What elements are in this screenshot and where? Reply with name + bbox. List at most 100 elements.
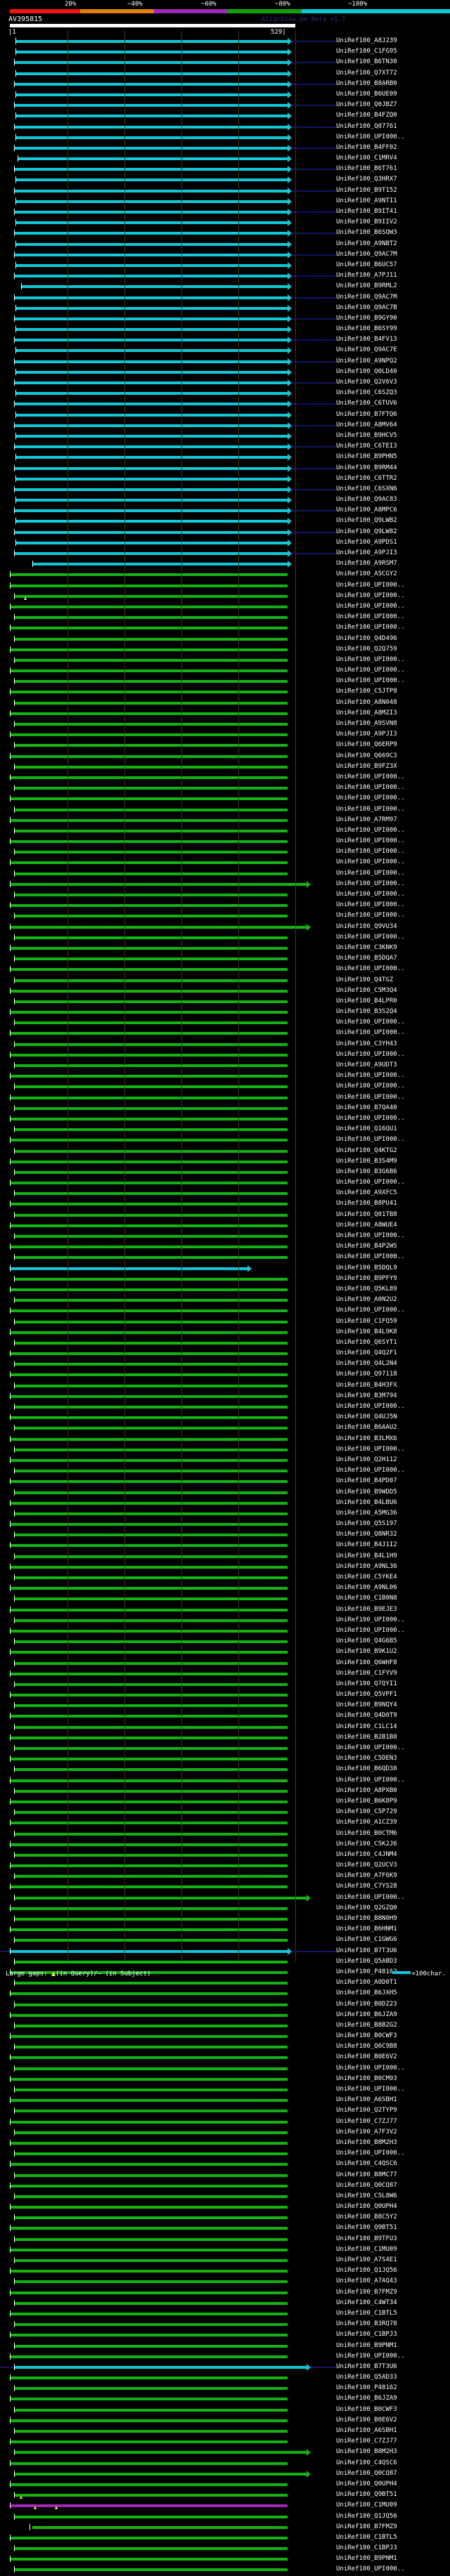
- hit-row[interactable]: UniRef100_B8M2H3: [0, 2447, 450, 2458]
- hsp-bar[interactable]: [14, 381, 288, 384]
- hit-label[interactable]: UniRef100_B4L9K8: [336, 1328, 397, 1335]
- hsp-bar[interactable]: [15, 221, 288, 225]
- hit-row[interactable]: UniRef100_UPI000..: [0, 676, 450, 687]
- hsp-bar[interactable]: [14, 1448, 288, 1451]
- hit-row[interactable]: UniRef100_UPI000..: [0, 847, 450, 858]
- hit-row[interactable]: UniRef100_Q6WHF8: [0, 1659, 450, 1669]
- hit-row[interactable]: UniRef100_Q9BT51: [0, 2223, 450, 2234]
- hit-row[interactable]: UniRef100_Q0LD40: [0, 367, 450, 378]
- hit-row[interactable]: UniRef100_C1MU09: [0, 2501, 450, 2511]
- hsp-bar[interactable]: [10, 2536, 288, 2539]
- hit-row[interactable]: UniRef100_B9HCV5: [0, 431, 450, 442]
- hit-label[interactable]: UniRef100_UPI000..: [336, 805, 405, 813]
- hit-label[interactable]: UniRef100_B3RQ78: [336, 2320, 397, 2328]
- hsp-bar[interactable]: [15, 499, 288, 502]
- hsp-bar[interactable]: [15, 263, 288, 267]
- hit-row[interactable]: UniRef100_UPI000..: [0, 1093, 450, 1104]
- hit-row[interactable]: UniRef100_B3M794: [0, 1392, 450, 1402]
- hit-label[interactable]: UniRef100_UPI000..: [336, 795, 405, 802]
- hit-row[interactable]: UniRef100_B9GY90: [0, 314, 450, 325]
- hit-label[interactable]: UniRef100_C6SZQ3: [336, 389, 397, 397]
- hsp-bar[interactable]: [10, 2440, 288, 2444]
- hit-label[interactable]: UniRef100_C4JNM4: [336, 1850, 397, 1858]
- hit-label[interactable]: UniRef100_B8M2H3: [336, 2138, 397, 2146]
- hit-row[interactable]: UniRef100_C1MU09: [0, 2245, 450, 2256]
- hsp-bar[interactable]: [14, 232, 288, 235]
- hit-label[interactable]: UniRef100_C5K2J6: [336, 1840, 397, 1848]
- hit-label[interactable]: UniRef100_UPI000..: [336, 1744, 405, 1751]
- hit-row[interactable]: UniRef100_B9PHN5: [0, 452, 450, 463]
- hit-label[interactable]: UniRef100_B6JZA9: [336, 2011, 397, 2018]
- hsp-bar[interactable]: [14, 2408, 288, 2412]
- hit-row[interactable]: UniRef100_P48162: [0, 1968, 450, 1978]
- hsp-bar[interactable]: [14, 1000, 288, 1003]
- hit-label[interactable]: UniRef100_Q9AC83: [336, 496, 397, 504]
- hit-label[interactable]: UniRef100_B8MC77: [336, 2171, 397, 2178]
- hit-label[interactable]: UniRef100_B9PHN5: [336, 453, 397, 461]
- hit-row[interactable]: UniRef100_C1BPJ3: [0, 2330, 450, 2341]
- hit-row[interactable]: UniRef100_A7AQ43: [0, 2277, 450, 2287]
- hit-label[interactable]: UniRef100_Q0JBZ7: [336, 101, 397, 109]
- hsp-bar[interactable]: [14, 1470, 288, 1473]
- hit-row[interactable]: UniRef100_Q0JBZ7: [0, 100, 450, 111]
- hit-row[interactable]: UniRef100_A9NPQ2: [0, 357, 450, 367]
- hit-label[interactable]: UniRef100_Q0LD40: [336, 367, 397, 375]
- hit-label[interactable]: UniRef100_C5M3Q4: [336, 986, 397, 994]
- hit-row[interactable]: UniRef100_UPI000..: [0, 133, 450, 143]
- hit-label[interactable]: UniRef100_UPI000..: [336, 965, 405, 973]
- hit-label[interactable]: UniRef100_C5DEN3: [336, 1755, 397, 1763]
- hit-row[interactable]: UniRef100_B6SY99: [0, 325, 450, 335]
- hit-row[interactable]: UniRef100_C4WT34: [0, 2299, 450, 2309]
- hit-row[interactable]: UniRef100_B4FF02: [0, 143, 450, 154]
- hit-label[interactable]: UniRef100_Q4KTG2: [336, 1146, 397, 1154]
- hit-label[interactable]: UniRef100_B4J1I2: [336, 1541, 397, 1549]
- hit-row[interactable]: UniRef100_Q5VPF1: [0, 1690, 450, 1701]
- hit-row[interactable]: UniRef100_B4P2WS: [0, 1242, 450, 1253]
- hsp-bar[interactable]: [10, 1822, 288, 1825]
- hit-label[interactable]: UniRef100_Q2UCV3: [336, 1862, 397, 1869]
- hit-label[interactable]: UniRef100_B0CM93: [336, 2074, 397, 2082]
- hsp-bar[interactable]: [14, 2216, 288, 2220]
- hit-row[interactable]: UniRef100_C3YH43: [0, 1040, 450, 1050]
- hsp-bar[interactable]: [15, 541, 288, 544]
- hit-label[interactable]: UniRef100_UPI000..: [336, 1019, 405, 1026]
- hit-row[interactable]: UniRef100_UPI000..: [0, 869, 450, 880]
- hit-label[interactable]: UniRef100_UPI000..: [336, 1893, 405, 1901]
- hsp-bar[interactable]: [10, 2398, 288, 2401]
- hsp-bar[interactable]: [10, 1864, 288, 1868]
- hit-label[interactable]: UniRef100_C7ZJ77: [336, 2438, 397, 2445]
- hit-row[interactable]: UniRef100_Q0CQ87: [0, 2469, 450, 2480]
- hsp-bar[interactable]: [10, 2184, 288, 2188]
- hsp-bar[interactable]: [14, 936, 288, 939]
- hsp-bar[interactable]: [10, 2291, 288, 2294]
- hit-row[interactable]: UniRef100_UPI000..: [0, 655, 450, 666]
- hsp-bar[interactable]: [10, 989, 288, 993]
- hsp-bar[interactable]: [10, 1309, 288, 1313]
- hit-row[interactable]: UniRef100_A8WUE4: [0, 1221, 450, 1231]
- hit-row[interactable]: UniRef100_B6K8P9: [0, 1797, 450, 1807]
- hit-label[interactable]: UniRef100_Q5VPF1: [336, 1691, 397, 1699]
- hsp-bar[interactable]: [14, 488, 288, 491]
- hsp-bar[interactable]: [10, 1182, 288, 1185]
- hsp-bar[interactable]: [10, 2483, 288, 2486]
- hit-label[interactable]: UniRef100_Q0UPH4: [336, 2203, 397, 2211]
- hit-row[interactable]: UniRef100_A0D0T1: [0, 1978, 450, 1989]
- hsp-bar[interactable]: [10, 2035, 288, 2039]
- hit-label[interactable]: UniRef100_UPI000..: [336, 1616, 405, 1623]
- hsp-bar[interactable]: [14, 1960, 288, 1963]
- hit-label[interactable]: UniRef100_B4LBU6: [336, 1498, 397, 1506]
- hit-label[interactable]: UniRef100_P48162: [336, 2384, 397, 2392]
- hsp-bar[interactable]: [10, 2206, 288, 2209]
- hit-label[interactable]: UniRef100_Q4L2N4: [336, 1360, 397, 1368]
- hit-row[interactable]: UniRef100_Q9AC7M: [0, 293, 450, 303]
- hit-label[interactable]: UniRef100_C4WT34: [336, 2299, 397, 2306]
- hit-label[interactable]: UniRef100_B9NQY4: [336, 1701, 397, 1709]
- hit-label[interactable]: UniRef100_B3S2Q4: [336, 1008, 397, 1016]
- hit-row[interactable]: UniRef100_A5CGY2: [0, 570, 450, 580]
- hsp-bar[interactable]: [15, 413, 288, 417]
- hit-row[interactable]: UniRef100_B7QA40: [0, 1104, 450, 1114]
- hit-label[interactable]: UniRef100_B8M2H3: [336, 2448, 397, 2456]
- hit-row[interactable]: UniRef100_B6JXH5: [0, 1989, 450, 1999]
- hsp-bar[interactable]: [14, 723, 288, 726]
- hit-row[interactable]: UniRef100_A7PJ11: [0, 271, 450, 282]
